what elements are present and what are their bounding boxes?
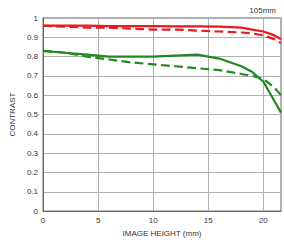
svg-text:0.5: 0.5 xyxy=(27,110,39,119)
svg-text:0.6: 0.6 xyxy=(27,91,39,100)
svg-text:0: 0 xyxy=(41,216,46,225)
svg-text:0.2: 0.2 xyxy=(27,168,39,177)
svg-text:0.1: 0.1 xyxy=(27,187,39,196)
svg-text:10: 10 xyxy=(149,216,158,225)
svg-text:0.9: 0.9 xyxy=(27,33,39,42)
svg-text:15: 15 xyxy=(204,216,213,225)
svg-text:CONTRAST: CONTRAST xyxy=(8,92,17,136)
svg-text:105mm: 105mm xyxy=(249,6,276,15)
svg-text:0.4: 0.4 xyxy=(27,129,39,138)
svg-text:0.8: 0.8 xyxy=(27,52,39,61)
svg-text:5: 5 xyxy=(96,216,101,225)
svg-text:IMAGE HEIGHT (mm): IMAGE HEIGHT (mm) xyxy=(123,229,202,238)
svg-text:0: 0 xyxy=(34,207,39,216)
svg-text:0.3: 0.3 xyxy=(27,149,39,158)
svg-text:0.7: 0.7 xyxy=(27,71,39,80)
svg-text:1: 1 xyxy=(34,14,39,23)
svg-text:20: 20 xyxy=(259,216,268,225)
